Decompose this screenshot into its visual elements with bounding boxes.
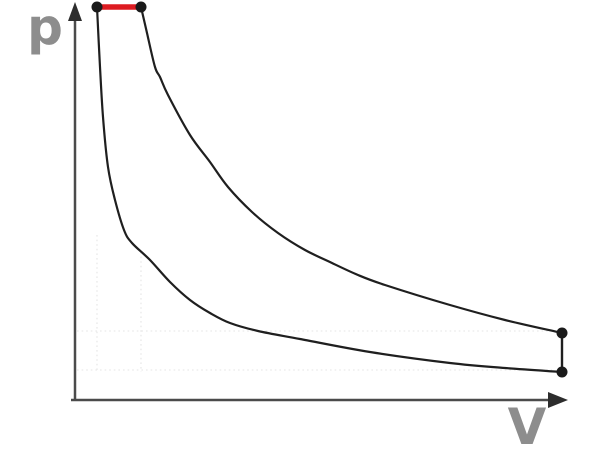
state-point-dot-state-right-upper [556, 327, 568, 339]
state-point-dot-state-right-lower [556, 366, 568, 378]
state-point-dot-state-top-right [135, 1, 147, 13]
state-point-dot-state-top-left [91, 1, 103, 13]
adiabatic-compression-curve [95, 5, 564, 374]
x-axis-arrowhead-icon [548, 392, 568, 408]
adiabatic-expansion-curve [139, 5, 564, 335]
axes [68, 2, 568, 408]
guide-lines [77, 235, 552, 372]
cycle-curves [95, 5, 564, 374]
cycle-segments [97, 4, 564, 372]
y-axis-label: p [27, 0, 63, 56]
state-point-dots [91, 1, 568, 378]
y-axis-arrowhead-icon [68, 2, 82, 21]
x-axis-label: V [508, 398, 547, 450]
